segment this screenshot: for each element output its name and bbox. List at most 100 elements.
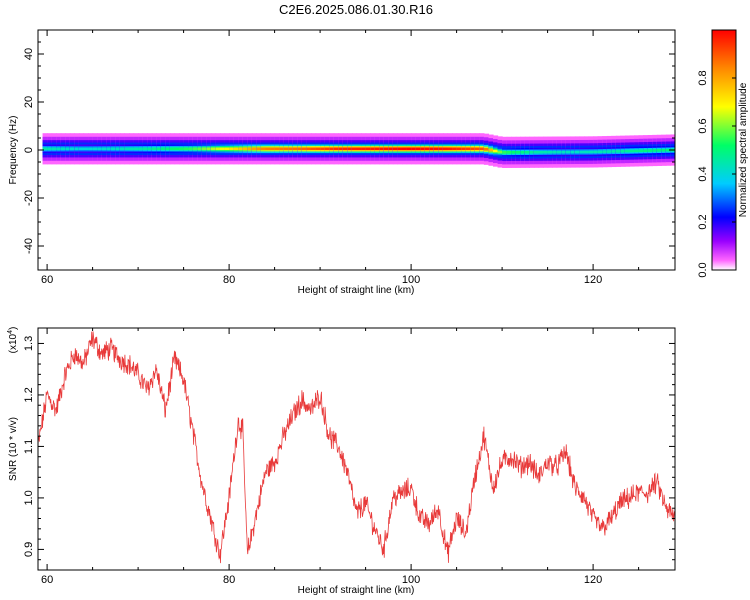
y-tick-label: 1.1 (23, 439, 35, 454)
spectrogram-cell (265, 147, 271, 151)
colorbar-tick-label: 0.6 (697, 118, 709, 133)
spectrogram-cell (165, 147, 171, 151)
y-tick-label: 40 (23, 48, 35, 60)
spectrogram-cell (156, 147, 162, 151)
colorbar-ticks: 0.0 0.2 0.4 0.6 0.8 (697, 70, 736, 278)
snr-panel: 60 80 100 120 0.9 1.0 1.1 1.2 1.3 Height of stra… (7, 327, 676, 596)
spectrogram-cell (133, 147, 139, 151)
spectrogram-cell (365, 147, 371, 151)
chart-title: C2E6.2025.086.01.30.R16 (279, 2, 433, 17)
x-tick-label: 120 (584, 574, 602, 586)
spectrogram-cell (415, 147, 421, 151)
spectrogram-cell (538, 150, 544, 154)
spectrogram-cell (88, 147, 94, 151)
x-tick-label: 60 (41, 574, 53, 586)
spectrogram-cell (220, 147, 226, 151)
spectrogram-cell (529, 150, 535, 154)
spectrogram-cell (565, 150, 571, 154)
snr-frame (37, 327, 676, 571)
spectrogram-cell (78, 147, 85, 151)
spectrogram-cell (106, 147, 112, 151)
spectrogram-cell (283, 147, 289, 151)
spectrogram-cell (270, 147, 276, 151)
spectrogram-cell (488, 148, 494, 152)
spectrogram-cell (397, 147, 403, 151)
spectrogram-cell (251, 147, 257, 151)
spectrogram-cell (533, 150, 540, 154)
spectrogram-cell (347, 147, 353, 151)
spectrogram-cell (629, 149, 635, 153)
spectrogram-cell (169, 147, 176, 151)
spectrogram-cell (383, 147, 389, 151)
spectrogram-cell (274, 147, 280, 151)
snr-y-axis-label: SNR (10 * v/v) (8, 417, 19, 481)
spectrogram-cell (124, 147, 130, 151)
spectrogram-y-axis-label: Frequency (Hz) (8, 116, 19, 185)
spectrogram-cell (379, 147, 385, 151)
spectrogram-cell (392, 147, 399, 151)
snr-y-scale-label: (x104) (7, 327, 19, 354)
spectrogram-cell (351, 147, 358, 151)
spectrogram-cell (69, 147, 75, 151)
spectrogram-cell (461, 147, 467, 151)
colorbar-tick-label: 0.4 (697, 166, 709, 181)
spectrogram-cell (229, 147, 235, 151)
spectrogram-cell (543, 150, 549, 154)
spectrogram-cell (301, 147, 308, 151)
spectrogram-cell (406, 147, 412, 151)
spectrogram-cell (279, 147, 285, 151)
spectrogram-cell (643, 149, 649, 153)
spectrogram-cell (247, 147, 253, 151)
x-tick-label: 60 (41, 274, 53, 286)
spectrogram-cell (447, 147, 453, 151)
spectrogram-cell (342, 147, 348, 151)
spectrogram-cell (570, 150, 576, 154)
spectrogram-cell (333, 147, 339, 151)
spectrogram-cell (433, 147, 439, 151)
spectrogram-cell (324, 147, 330, 151)
spectrogram-cell (665, 148, 672, 152)
spectrogram-cell (597, 150, 603, 154)
x-tick-label: 80 (223, 574, 235, 586)
spectrogram-cell (656, 149, 662, 152)
spectrogram-cell (42, 147, 48, 151)
spectrogram-cell (288, 147, 294, 151)
spectrogram-cell (579, 150, 585, 154)
colorbar-label: Normalized spectral amplitude (738, 82, 749, 217)
snr-scale-exponent: 4 (7, 330, 14, 334)
spectrogram-panel: 60 80 100 120 40 20 0 -20 -40 Height of straight… (8, 29, 676, 296)
spectrogram-cell (474, 147, 480, 151)
spectrogram-cell (388, 147, 394, 151)
spectrogram-cell (561, 150, 567, 154)
spectrogram-cell (497, 150, 503, 154)
spectrogram-cell (138, 147, 144, 151)
spectrogram-cell (638, 149, 644, 153)
spectrogram-cell (615, 150, 621, 153)
spectrogram-cell (515, 151, 521, 154)
spectrogram-cell (151, 147, 157, 151)
spectrogram-cell (83, 147, 89, 151)
spectrogram-cell (115, 147, 121, 151)
spectrogram-cell (142, 147, 148, 151)
colorbar-tick-label: 0.8 (697, 70, 709, 85)
spectrogram-cell (420, 147, 426, 151)
spectrogram-cell (256, 147, 262, 151)
spectrogram-cell (179, 147, 185, 151)
y-tick-label: 1.0 (23, 490, 35, 505)
spectrogram-cell (556, 150, 562, 154)
snr-x-axis-label: Height of straight line (km) (298, 585, 415, 596)
spectrogram-cell (452, 147, 458, 151)
svg-text:(x104): (x104) (7, 327, 19, 354)
colorbar-gradient (711, 29, 737, 271)
spectrogram-cell (402, 147, 408, 151)
y-tick-label: 1.3 (23, 336, 35, 351)
spectrogram-cell (197, 147, 203, 151)
x-tick-label: 100 (402, 274, 420, 286)
spectrogram-plot-area (42, 133, 675, 168)
spectrogram-cell (192, 147, 198, 151)
spectrogram-cell (201, 147, 207, 151)
y-tick-label: 20 (23, 96, 35, 108)
spectrogram-cell (315, 147, 321, 151)
spectrogram-cell (147, 147, 153, 151)
